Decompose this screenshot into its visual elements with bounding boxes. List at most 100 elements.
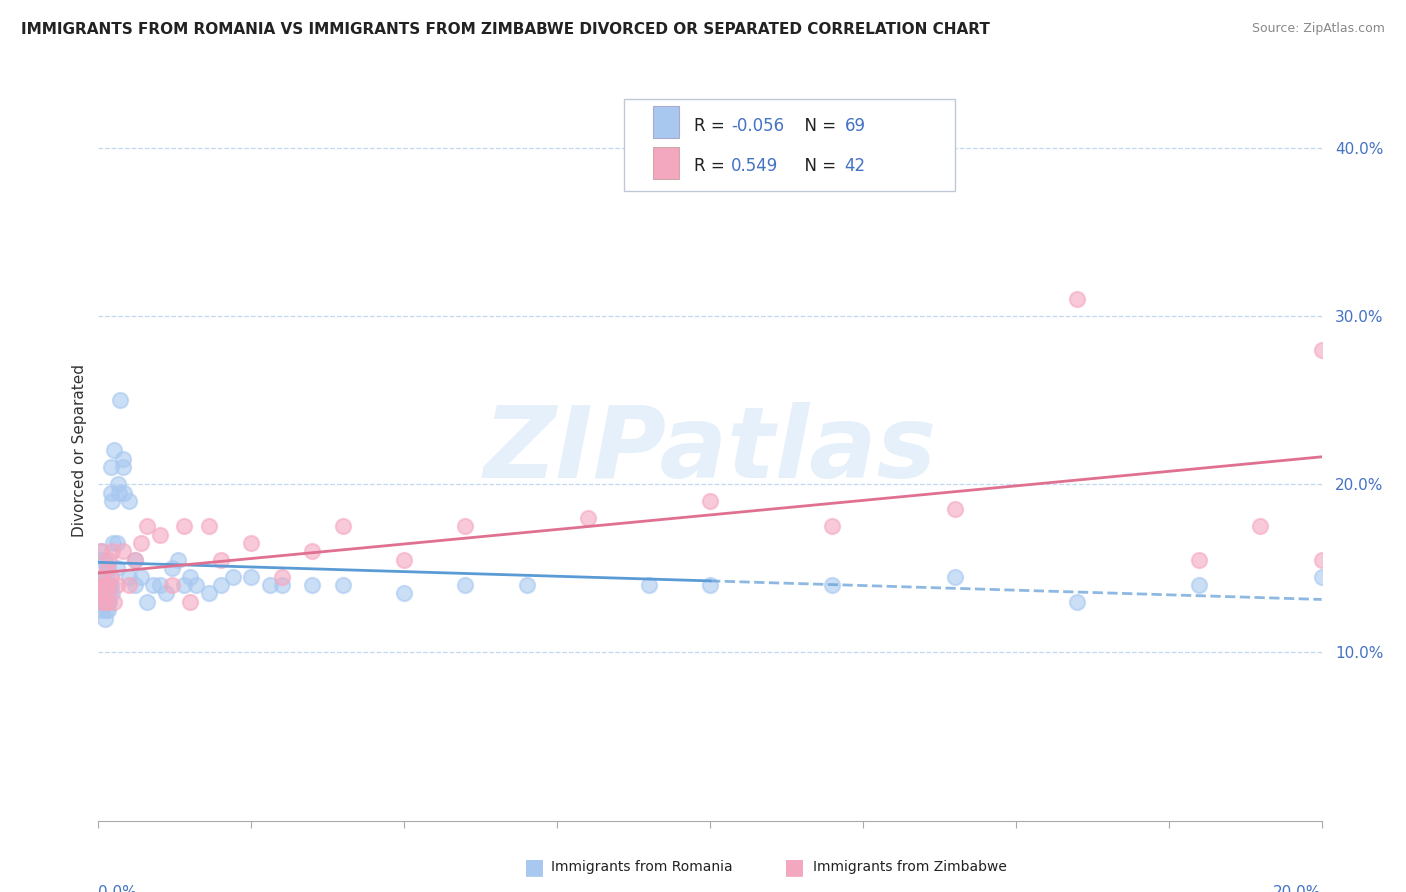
Point: [89, 586, 111, 600]
Point: [98, 595, 121, 609]
Text: R =: R =: [695, 118, 730, 136]
Point: [118, 578, 141, 592]
Point: [124, 553, 146, 567]
Point: [111, 544, 134, 558]
Point: [943, 502, 966, 516]
Point: [91, 578, 114, 592]
Point: [332, 578, 354, 592]
Point: [97, 578, 120, 592]
Point: [454, 519, 477, 533]
Point: [222, 569, 245, 583]
Point: [209, 553, 232, 567]
Point: [108, 392, 131, 407]
Point: [97, 586, 120, 600]
Text: ZIPatlas: ZIPatlas: [484, 402, 936, 499]
Point: [576, 510, 599, 524]
Point: [98, 553, 121, 567]
Point: [107, 477, 129, 491]
Point: [240, 536, 263, 550]
Point: [100, 578, 122, 592]
Point: [93, 578, 115, 592]
Point: [943, 569, 966, 583]
Point: [112, 485, 135, 500]
Point: [100, 460, 122, 475]
Point: [160, 561, 183, 575]
Point: [105, 578, 128, 592]
Text: ■: ■: [524, 857, 544, 877]
Text: 0.549: 0.549: [731, 157, 778, 176]
Point: [124, 553, 146, 567]
Point: [1310, 553, 1333, 567]
Point: [270, 578, 292, 592]
Point: [516, 578, 538, 592]
Point: [155, 586, 177, 600]
Text: 0.0%: 0.0%: [98, 885, 138, 892]
Point: [149, 578, 172, 592]
Point: [91, 569, 114, 583]
Point: [167, 553, 190, 567]
Point: [699, 494, 721, 508]
Point: [1188, 578, 1211, 592]
Point: [97, 561, 120, 575]
Point: [90, 544, 112, 558]
Point: [197, 519, 219, 533]
Point: [103, 443, 125, 458]
Point: [821, 519, 844, 533]
Point: [101, 544, 124, 558]
Point: [94, 603, 117, 617]
Point: [97, 595, 120, 609]
Point: [93, 578, 115, 592]
Point: [259, 578, 281, 592]
Point: [89, 553, 111, 567]
Point: [90, 586, 112, 600]
Point: [1066, 292, 1088, 306]
Point: [97, 603, 120, 617]
Point: [173, 578, 195, 592]
Point: [94, 586, 117, 600]
Point: [392, 553, 416, 567]
Point: [96, 595, 118, 609]
Point: [1310, 569, 1333, 583]
Point: [103, 595, 125, 609]
Y-axis label: Divorced or Separated: Divorced or Separated: [72, 364, 87, 537]
FancyBboxPatch shape: [652, 146, 679, 179]
Point: [821, 578, 844, 592]
Text: N =: N =: [794, 157, 842, 176]
Point: [105, 536, 128, 550]
Point: [332, 519, 354, 533]
Point: [1310, 343, 1333, 357]
Point: [93, 578, 115, 592]
Point: [93, 595, 115, 609]
Point: [160, 578, 183, 592]
Point: [91, 595, 114, 609]
Point: [101, 586, 124, 600]
Point: [91, 586, 114, 600]
Text: IMMIGRANTS FROM ROMANIA VS IMMIGRANTS FROM ZIMBABWE DIVORCED OR SEPARATED CORREL: IMMIGRANTS FROM ROMANIA VS IMMIGRANTS FR…: [21, 22, 990, 37]
Point: [90, 595, 112, 609]
Point: [118, 494, 141, 508]
Point: [173, 519, 195, 533]
Point: [637, 578, 661, 592]
Point: [101, 494, 124, 508]
Point: [124, 578, 146, 592]
Point: [111, 460, 134, 475]
Point: [197, 586, 219, 600]
Point: [118, 569, 141, 583]
Point: [96, 561, 118, 575]
Text: Immigrants from Romania: Immigrants from Romania: [551, 860, 733, 874]
Point: [129, 536, 152, 550]
Text: R =: R =: [695, 157, 735, 176]
Point: [1249, 519, 1271, 533]
Point: [186, 578, 208, 592]
Point: [240, 569, 263, 583]
Point: [1066, 595, 1088, 609]
Text: 20.0%: 20.0%: [1274, 885, 1322, 892]
Text: 42: 42: [845, 157, 866, 176]
Point: [111, 451, 134, 466]
Point: [392, 586, 416, 600]
Point: [100, 569, 122, 583]
Point: [96, 586, 118, 600]
Text: -0.056: -0.056: [731, 118, 785, 136]
Point: [90, 569, 112, 583]
Point: [96, 569, 118, 583]
